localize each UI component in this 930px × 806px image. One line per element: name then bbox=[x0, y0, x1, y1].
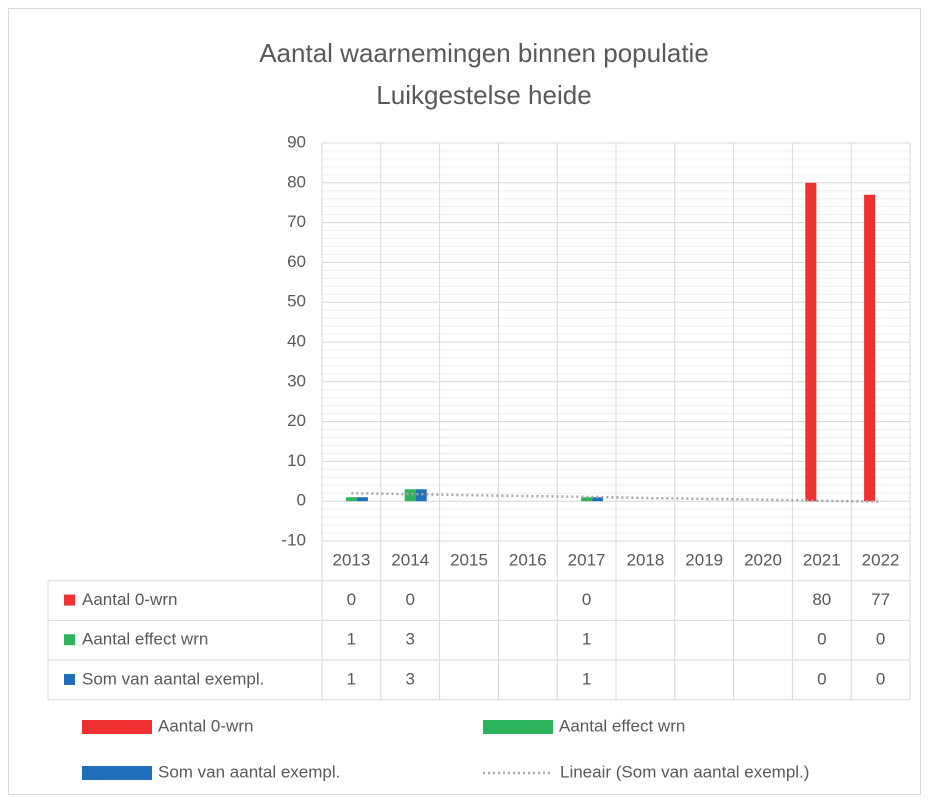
bar bbox=[415, 489, 427, 502]
chart-title: Luikgestelse heide bbox=[376, 80, 591, 110]
table-cell: 0 bbox=[817, 669, 826, 688]
y-tick-label: 20 bbox=[287, 411, 306, 430]
x-tick-label: 2019 bbox=[685, 550, 723, 569]
legend-label: Som van aantal exempl. bbox=[158, 762, 340, 781]
y-tick-label: 80 bbox=[287, 172, 306, 191]
table-cell: 1 bbox=[347, 669, 356, 688]
x-tick-label: 2021 bbox=[803, 550, 841, 569]
table-row-label: Som van aantal exempl. bbox=[82, 669, 264, 688]
y-tick-label: 90 bbox=[287, 132, 306, 151]
x-tick-label: 2017 bbox=[568, 550, 606, 569]
table-cell: 3 bbox=[405, 669, 414, 688]
trendline bbox=[351, 491, 881, 503]
table-cell: 0 bbox=[582, 590, 591, 609]
table-cell: 0 bbox=[405, 590, 414, 609]
bar bbox=[356, 497, 368, 502]
y-tick-label: 10 bbox=[287, 451, 306, 470]
table-cell: 0 bbox=[817, 630, 826, 649]
legend-swatch bbox=[82, 720, 152, 734]
table-legend-key bbox=[64, 634, 75, 646]
x-tick-label: 2018 bbox=[626, 550, 664, 569]
bar bbox=[581, 497, 593, 502]
chart-border bbox=[8, 8, 921, 795]
table-cell: 0 bbox=[347, 590, 356, 609]
x-tick-label: 2016 bbox=[509, 550, 547, 569]
x-tick-label: 2020 bbox=[744, 550, 782, 569]
bar bbox=[404, 489, 416, 502]
legend-label: Aantal 0-wrn bbox=[158, 716, 253, 735]
legend-swatch bbox=[82, 766, 152, 780]
legend-label: Lineair (Som van aantal exempl.) bbox=[560, 762, 809, 781]
bar bbox=[592, 497, 604, 502]
table-cell: 0 bbox=[876, 630, 885, 649]
y-tick-label: -10 bbox=[281, 530, 306, 549]
y-tick-label: 40 bbox=[287, 331, 306, 350]
table-legend-key bbox=[64, 594, 75, 606]
legend-swatch bbox=[483, 720, 553, 734]
bar bbox=[864, 194, 876, 502]
table-legend-key bbox=[64, 673, 75, 685]
bar bbox=[345, 497, 357, 502]
table-row-label: Aantal effect wrn bbox=[82, 630, 208, 649]
y-tick-label: 70 bbox=[287, 212, 306, 231]
table-cell: 1 bbox=[347, 630, 356, 649]
legend-label: Aantal effect wrn bbox=[559, 716, 685, 735]
y-tick-label: 30 bbox=[287, 371, 306, 390]
table-cell: 0 bbox=[876, 669, 885, 688]
table-cell: 3 bbox=[405, 630, 414, 649]
table-cell: 1 bbox=[582, 669, 591, 688]
y-tick-label: 60 bbox=[287, 252, 306, 271]
table-row-label: Aantal 0-wrn bbox=[82, 590, 177, 609]
y-tick-label: 0 bbox=[297, 491, 306, 510]
x-tick-label: 2014 bbox=[391, 550, 429, 569]
table-cell: 80 bbox=[812, 590, 831, 609]
table-cell: 1 bbox=[582, 630, 591, 649]
table-cell: 77 bbox=[871, 590, 890, 609]
x-tick-label: 2022 bbox=[862, 550, 900, 569]
x-tick-label: 2013 bbox=[332, 550, 370, 569]
y-tick-label: 50 bbox=[287, 292, 306, 311]
bar bbox=[805, 182, 817, 502]
chart-title: Aantal waarnemingen binnen populatie bbox=[259, 38, 709, 68]
x-tick-label: 2015 bbox=[450, 550, 488, 569]
